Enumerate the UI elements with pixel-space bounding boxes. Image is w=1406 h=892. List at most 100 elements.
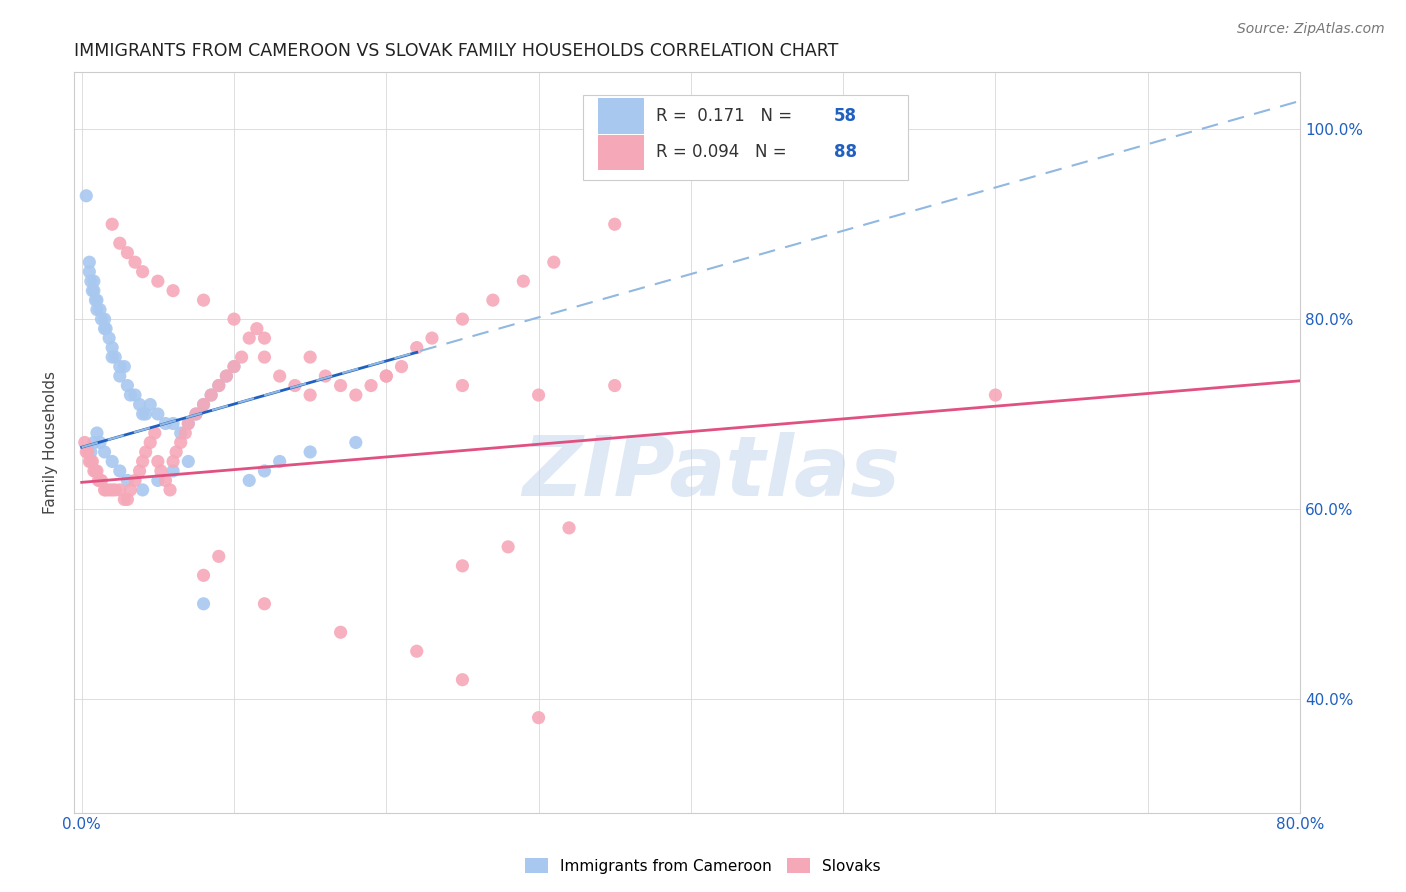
Point <box>89 435 111 450</box>
Point <box>146 474 169 488</box>
Point <box>215 369 238 384</box>
Point <box>174 425 197 440</box>
Text: ZIPatlas: ZIPatlas <box>523 432 900 513</box>
Point <box>200 388 222 402</box>
Point <box>139 435 162 450</box>
Point <box>101 454 124 468</box>
Point <box>80 445 103 459</box>
Point <box>83 464 105 478</box>
Text: 88: 88 <box>834 144 858 161</box>
Point <box>90 312 112 326</box>
Point <box>360 378 382 392</box>
Point <box>269 454 291 468</box>
Point <box>299 445 322 459</box>
Point <box>159 483 181 497</box>
Point <box>527 388 550 402</box>
Point <box>269 369 291 384</box>
Point <box>162 464 184 478</box>
Point <box>558 521 581 535</box>
Text: R = 0.094   N =: R = 0.094 N = <box>657 144 793 161</box>
Point <box>86 464 108 478</box>
Point <box>451 378 474 392</box>
Point <box>146 274 169 288</box>
Point <box>112 359 135 374</box>
Point <box>84 464 107 478</box>
Point <box>128 398 150 412</box>
Point <box>208 549 231 564</box>
Point <box>131 454 153 468</box>
Point <box>135 445 157 459</box>
Point <box>238 331 260 345</box>
Point <box>162 417 184 431</box>
Point <box>284 378 307 392</box>
Point <box>496 540 519 554</box>
Point <box>120 483 142 497</box>
Text: Source: ZipAtlas.com: Source: ZipAtlas.com <box>1237 22 1385 37</box>
Point <box>131 407 153 421</box>
Point <box>146 454 169 468</box>
Point <box>253 464 276 478</box>
Point <box>299 350 322 364</box>
Point <box>193 398 215 412</box>
Point <box>101 483 124 497</box>
Point <box>128 464 150 478</box>
Legend: Immigrants from Cameroon, Slovaks: Immigrants from Cameroon, Slovaks <box>519 852 887 880</box>
Point <box>94 321 117 335</box>
Point <box>117 474 139 488</box>
Point <box>238 474 260 488</box>
Point <box>89 302 111 317</box>
Point <box>200 388 222 402</box>
Point <box>94 483 117 497</box>
Point <box>83 435 105 450</box>
Point <box>79 265 101 279</box>
Point <box>149 464 172 478</box>
Point <box>208 378 231 392</box>
Text: IMMIGRANTS FROM CAMEROON VS SLOVAK FAMILY HOUSEHOLDS CORRELATION CHART: IMMIGRANTS FROM CAMEROON VS SLOVAK FAMIL… <box>75 42 838 60</box>
Point <box>155 417 177 431</box>
Point <box>177 417 200 431</box>
Point <box>124 474 146 488</box>
Bar <box>598 135 644 170</box>
Point <box>165 445 187 459</box>
Point <box>253 331 276 345</box>
Point <box>253 597 276 611</box>
Point <box>108 464 131 478</box>
Point <box>603 217 626 231</box>
Point <box>75 188 97 202</box>
Point <box>451 558 474 573</box>
Point <box>215 369 238 384</box>
Point <box>375 369 398 384</box>
Point <box>405 341 427 355</box>
Point <box>101 217 124 231</box>
Point <box>87 474 110 488</box>
Point <box>391 359 413 374</box>
Point <box>246 321 269 335</box>
Point <box>104 350 127 364</box>
Point <box>101 350 124 364</box>
Point <box>344 388 367 402</box>
Point <box>603 378 626 392</box>
Point <box>420 331 443 345</box>
Point <box>76 445 98 459</box>
Point <box>98 331 121 345</box>
Point <box>84 293 107 307</box>
Point <box>124 255 146 269</box>
Point <box>93 483 115 497</box>
Point <box>193 293 215 307</box>
Point <box>75 445 97 459</box>
Point <box>108 369 131 384</box>
Point <box>117 492 139 507</box>
Point <box>79 454 101 468</box>
Point <box>451 673 474 687</box>
Point <box>155 474 177 488</box>
Point <box>104 483 127 497</box>
Point <box>193 568 215 582</box>
Text: 58: 58 <box>834 107 858 125</box>
Point <box>253 350 276 364</box>
Point <box>527 711 550 725</box>
Text: R =  0.171   N =: R = 0.171 N = <box>657 107 797 125</box>
Point <box>108 483 131 497</box>
Point <box>184 407 207 421</box>
Point <box>83 274 105 288</box>
Point <box>86 425 108 440</box>
